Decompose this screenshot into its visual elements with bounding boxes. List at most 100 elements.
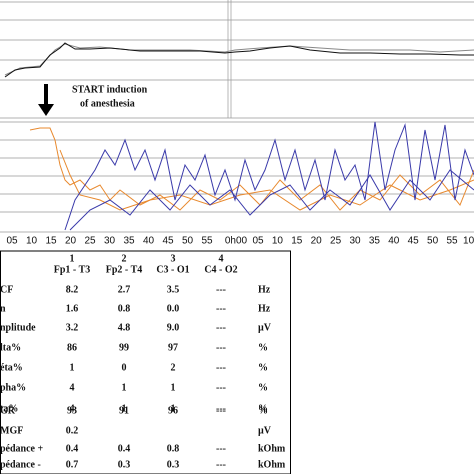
cell: 2 xyxy=(171,362,176,373)
blue-trace-2 xyxy=(69,169,474,231)
x-tick-label: 25 xyxy=(330,236,342,247)
x-tick-label: 15 xyxy=(45,236,57,247)
x-tick-label: 30 xyxy=(104,236,116,247)
orange-trace xyxy=(29,127,474,211)
top-grid xyxy=(0,0,474,119)
cell: 0.0 xyxy=(167,303,180,314)
cell: --- xyxy=(216,322,226,333)
cell: 1 xyxy=(171,403,176,414)
cell: 0.4 xyxy=(66,443,79,454)
row-label: pédance + xyxy=(0,443,44,454)
x-tick-label: 10 xyxy=(272,236,284,247)
cell: 8.2 xyxy=(66,284,79,295)
cell: 2.7 xyxy=(118,284,131,295)
x-tick-label: 45 xyxy=(408,236,420,247)
orange-trace-2 xyxy=(59,149,474,211)
top-trace-gray xyxy=(4,43,474,76)
x-tick-label: 50 xyxy=(427,236,439,247)
row-label: nplitude xyxy=(0,322,36,333)
table-frame xyxy=(0,250,291,474)
cell: 3.5 xyxy=(167,284,180,295)
column-lead: Fp2 - T4 xyxy=(106,264,143,275)
cell: 97 xyxy=(168,342,178,353)
cell: 0.2 xyxy=(66,425,79,436)
row-label: pha% xyxy=(0,382,26,393)
annotation: of anesthesia xyxy=(80,98,135,109)
unit: % xyxy=(258,405,268,416)
row-label: GR xyxy=(0,405,16,416)
cell: --- xyxy=(216,459,226,470)
x-tick-label: 35 xyxy=(123,236,135,247)
bottom-grid xyxy=(0,121,474,233)
cell: 1 xyxy=(122,382,127,393)
x-tick-label: 40 xyxy=(388,236,400,247)
cell: 86 xyxy=(67,342,77,353)
unit: % xyxy=(258,342,268,353)
row-label: pédance - xyxy=(0,459,41,470)
x-tick-label: 55 xyxy=(446,236,458,247)
unit: µV xyxy=(258,322,272,333)
row-label: CF xyxy=(0,284,13,295)
cell: 1.6 xyxy=(66,303,79,314)
x-tick-label: 50 xyxy=(182,236,194,247)
unit: Hz xyxy=(258,284,271,295)
cell: --- xyxy=(216,382,226,393)
cell: --- xyxy=(216,443,226,454)
cell: --- xyxy=(216,342,226,353)
x-tick-label: 35 xyxy=(369,236,381,247)
top-trace-black xyxy=(4,42,474,78)
cell: 0.3 xyxy=(167,459,180,470)
x-tick-label: 55 xyxy=(201,236,213,247)
row-label: n xyxy=(0,303,6,314)
x-tick-label: 30 xyxy=(349,236,361,247)
cell: 4 xyxy=(70,382,75,393)
column-lead: Fp1 - T3 xyxy=(54,264,91,275)
x-tick-label: 20 xyxy=(311,236,323,247)
arrow-head xyxy=(38,104,54,116)
x-tick-label: 05 xyxy=(6,236,18,247)
column-lead: C3 - O1 xyxy=(156,264,189,275)
cell: 1 xyxy=(70,362,75,373)
row-label: ta% xyxy=(0,403,18,414)
unit: % xyxy=(258,382,268,393)
x-tick-label: 05 xyxy=(252,236,264,247)
column-number: 2 xyxy=(122,253,127,264)
x-tick-labels: 05 10 15 20 25 30 35 40 45 50 55 0h00 05 10 15 20 25 30 35… xyxy=(6,236,474,247)
cell: 0 xyxy=(122,362,127,373)
cell: 91 xyxy=(119,405,129,416)
cell: --- xyxy=(216,405,226,416)
unit: % xyxy=(258,362,268,373)
cell: --- xyxy=(216,362,226,373)
x-tick-label: 45 xyxy=(162,236,174,247)
cell: 0.7 xyxy=(66,459,79,470)
cell: 93 xyxy=(67,405,77,416)
column-number: 3 xyxy=(171,253,176,264)
cell: 4 xyxy=(70,403,75,414)
cell: 0.4 xyxy=(118,443,131,454)
unit: % xyxy=(258,403,268,414)
row-label: MGF xyxy=(0,425,23,436)
x-tick-label: 0h00 xyxy=(225,236,248,247)
x-tick-label: 20 xyxy=(65,236,77,247)
x-tick-label: 10 xyxy=(26,236,38,247)
cell: --- xyxy=(216,303,226,314)
cell: 0.3 xyxy=(118,459,131,470)
cell: 0.8 xyxy=(118,303,131,314)
cell: 99 xyxy=(119,342,129,353)
column-number: 4 xyxy=(219,253,224,264)
row-label: lta% xyxy=(0,342,21,353)
cell: 4.8 xyxy=(118,322,131,333)
x-tick-label: 10h xyxy=(463,236,474,247)
annotation: START induction xyxy=(72,84,148,95)
cell: --- xyxy=(216,284,226,295)
cell: 3.2 xyxy=(66,322,79,333)
x-tick-label: 40 xyxy=(143,236,155,247)
row-label: éta% xyxy=(0,362,23,373)
unit: µV xyxy=(258,425,272,436)
cell: --- xyxy=(216,403,226,414)
x-tick-label: 15 xyxy=(291,236,303,247)
cell: 96 xyxy=(168,405,178,416)
unit: kOhm xyxy=(258,459,286,470)
